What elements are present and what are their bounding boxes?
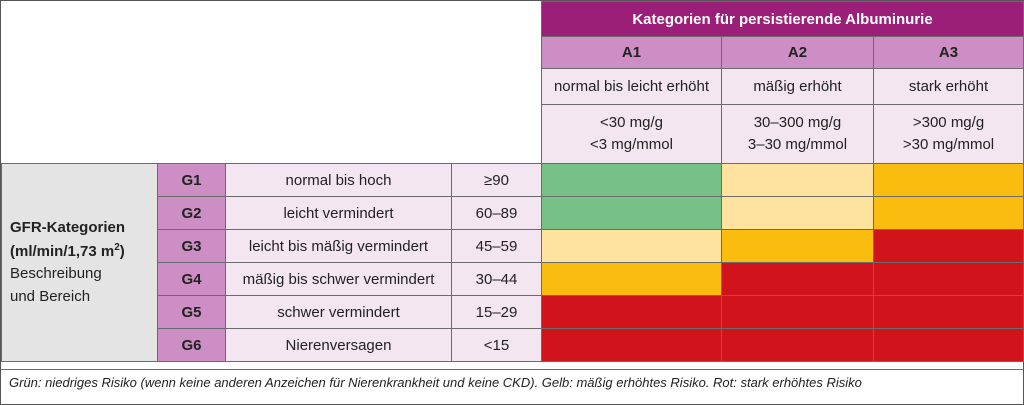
row-code: G6 [157, 328, 226, 362]
risk-cell-g2-a1 [541, 196, 722, 230]
gfr-title-line2: (ml/min/1,73 m2) [10, 241, 125, 260]
row-range: 30–44 [451, 262, 542, 296]
albuminuria-header-title: Kategorien für persistierende Albuminuri… [540, 1, 1024, 37]
column-range-a3: >300 mg/g >30 mg/mmol [872, 104, 1024, 164]
column-range-a2-line1: 30–300 mg/g [753, 114, 842, 132]
column-range-a1-line2: <3 mg/mmol [590, 136, 673, 153]
row-code: G1 [157, 163, 226, 197]
column-range-a1-line1: <30 mg/g [600, 114, 663, 132]
gfr-categories-side-label: GFR-Kategorien (ml/min/1,73 m2) Beschrei… [1, 163, 158, 362]
table-row-g2: G2 leicht vermindert 60–89 [2, 196, 1024, 230]
row-code: G3 [157, 229, 226, 263]
table-row-g4: G4 mäßig bis schwer vermindert 30–44 [2, 262, 1024, 296]
column-description-a2: mäßig erhöht [721, 68, 874, 105]
risk-cell-g5-a1 [541, 295, 722, 329]
risk-cell-g3-a2 [721, 229, 874, 263]
column-code-a1: A1 [541, 36, 722, 69]
row-description: leicht vermindert [225, 196, 452, 230]
header-blank-corner [1, 1, 542, 164]
column-code-a3: A3 [872, 36, 1024, 69]
row-range: ≥90 [451, 163, 542, 197]
ckd-risk-table: Kategorien für persistierende Albuminuri… [1, 1, 1024, 362]
table-row-g1: GFR-Kategorien (ml/min/1,73 m2) Beschrei… [1, 163, 1024, 362]
row-description: mäßig bis schwer vermindert [225, 262, 452, 296]
risk-cell-g4-a2 [721, 262, 874, 296]
column-range-a3-line1: >300 mg/g [912, 114, 985, 132]
column-range-a1: <30 mg/g <3 mg/mmol [541, 104, 722, 164]
table-row-g6: G6 Nierenversagen <15 [2, 328, 1024, 362]
row-description: Nierenversagen [225, 328, 452, 362]
gfr-subtitle-line1: Beschreibung [10, 265, 102, 282]
row-code: G2 [157, 196, 226, 230]
risk-cell-g5-a3 [872, 295, 1024, 329]
risk-cell-g2-a3 [872, 196, 1024, 230]
row-range: 60–89 [451, 196, 542, 230]
risk-cell-g1-a3 [872, 163, 1024, 197]
gfr-title-line1: GFR-Kategorien [10, 219, 126, 236]
risk-cell-g1-a1 [541, 163, 722, 197]
gfr-subtitle-line2: und Bereich [10, 287, 91, 305]
row-description: schwer vermindert [225, 295, 452, 329]
risk-cell-g6-a3 [872, 328, 1024, 362]
risk-cell-g3-a3 [872, 229, 1024, 263]
row-range: 45–59 [451, 229, 542, 263]
risk-legend-footnote: Grün: niedriges Risiko (wenn keine ander… [1, 369, 1023, 404]
column-range-a3-line2: >30 mg/mmol [902, 136, 995, 153]
column-code-a2: A2 [721, 36, 874, 69]
row-description: normal bis hoch [225, 163, 452, 197]
risk-cell-g6-a1 [541, 328, 722, 362]
row-description: leicht bis mäßig vermindert [225, 229, 452, 263]
row-code: G5 [157, 295, 226, 329]
column-description-a3: stark erhöht [872, 68, 1024, 105]
risk-cell-g6-a2 [721, 328, 874, 362]
column-range-a2-line2: 3–30 mg/mmol [747, 136, 848, 153]
risk-cell-g4-a3 [872, 262, 1024, 296]
row-range: <15 [451, 328, 542, 362]
risk-cell-g1-a2 [721, 163, 874, 197]
risk-cell-g3-a1 [541, 229, 722, 263]
risk-cell-g2-a2 [721, 196, 874, 230]
column-description-a1: normal bis leicht erhöht [541, 68, 722, 105]
row-code: G4 [157, 262, 226, 296]
column-range-a2: 30–300 mg/g 3–30 mg/mmol [721, 104, 874, 164]
risk-cell-g5-a2 [721, 295, 874, 329]
row-range: 15–29 [451, 295, 542, 329]
risk-cell-g4-a1 [541, 262, 722, 296]
table-row-g3: G3 leicht bis mäßig vermindert 45–59 [2, 229, 1024, 263]
